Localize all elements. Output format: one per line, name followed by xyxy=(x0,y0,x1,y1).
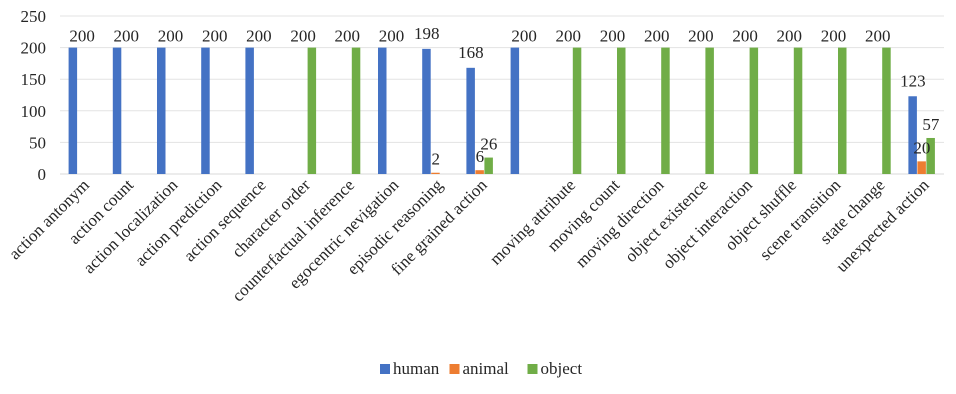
bar-object xyxy=(307,47,317,174)
legend-label-animal: animal xyxy=(463,359,510,378)
data-label: 200 xyxy=(290,27,316,46)
data-label: 200 xyxy=(600,27,626,46)
data-label: 57 xyxy=(922,115,940,134)
bar-object xyxy=(838,47,847,174)
legend-swatch-object xyxy=(527,364,538,374)
data-label: 200 xyxy=(644,27,670,46)
legend-label-human: human xyxy=(393,359,440,378)
bar-object xyxy=(661,47,670,174)
bar-object xyxy=(882,47,891,174)
bar-human xyxy=(157,47,166,174)
bar-human xyxy=(68,47,78,174)
bar-human xyxy=(112,47,122,174)
bar-object xyxy=(484,157,493,174)
y-tick-label: 250 xyxy=(21,7,47,26)
legend-label-object: object xyxy=(541,359,583,378)
data-label: 200 xyxy=(511,27,537,46)
bar-object xyxy=(749,47,759,174)
data-label: 198 xyxy=(414,24,440,43)
data-label: 200 xyxy=(379,27,405,46)
data-label: 200 xyxy=(865,27,891,46)
bar-human xyxy=(245,47,254,174)
y-tick-label: 0 xyxy=(38,165,47,184)
data-label: 200 xyxy=(777,27,803,46)
bar-object xyxy=(572,47,582,174)
bar-animal xyxy=(475,170,484,174)
bar-object xyxy=(351,47,361,174)
data-label: 200 xyxy=(821,27,847,46)
data-label: 168 xyxy=(458,43,484,62)
y-tick-label: 200 xyxy=(21,39,47,58)
data-label: 200 xyxy=(158,27,184,46)
bar-animal xyxy=(431,172,440,174)
data-label: 200 xyxy=(69,27,95,46)
bar-human xyxy=(466,67,475,174)
data-label: 200 xyxy=(246,27,272,46)
data-label: 26 xyxy=(480,135,497,154)
bar-animal xyxy=(917,161,926,174)
bar-object xyxy=(617,47,626,174)
legend-swatch-human xyxy=(380,364,390,374)
data-label: 6 xyxy=(476,147,485,166)
y-tick-label: 100 xyxy=(21,102,47,121)
bar-human xyxy=(201,47,210,174)
bar-object xyxy=(926,137,935,174)
y-tick-label: 150 xyxy=(21,70,47,89)
y-tick-label: 50 xyxy=(29,133,46,152)
bar-human xyxy=(422,48,431,174)
legend-swatch-animal xyxy=(449,364,460,374)
data-label: 123 xyxy=(900,71,926,90)
bar-human xyxy=(510,47,520,174)
data-label: 200 xyxy=(556,27,582,46)
data-label: 200 xyxy=(114,27,140,46)
bar-human xyxy=(378,47,387,174)
data-label: 2 xyxy=(431,150,440,169)
bar-object xyxy=(793,47,803,174)
data-label: 200 xyxy=(335,27,361,46)
data-label: 200 xyxy=(688,27,714,46)
data-label: 200 xyxy=(732,27,758,46)
data-label: 200 xyxy=(202,27,228,46)
bar-human xyxy=(908,96,917,174)
bar-object xyxy=(705,47,714,174)
data-label: 20 xyxy=(913,138,930,157)
